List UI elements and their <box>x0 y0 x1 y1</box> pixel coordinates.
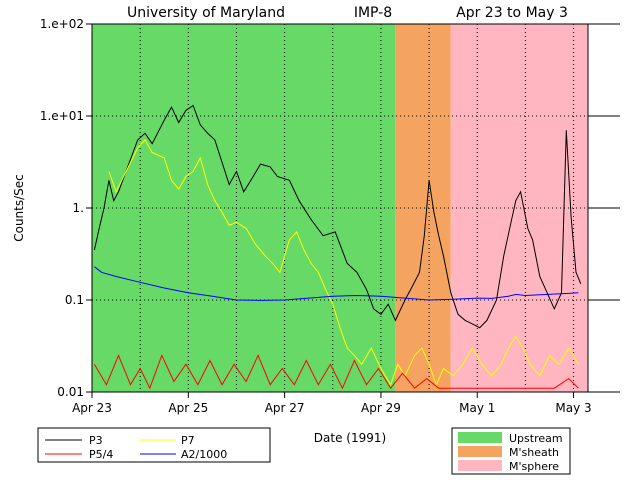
legend-label-p5-4: P5/4 <box>89 448 113 461</box>
chart-title-daterange: Apr 23 to May 3 <box>456 5 568 21</box>
legend-label-p3: P3 <box>89 434 103 447</box>
legend-label-p7: P7 <box>181 434 195 447</box>
series-a2-1000 <box>94 266 579 301</box>
region-label-msheath: M'sheath <box>509 446 559 459</box>
x-axis-label: Date (1991) <box>314 431 386 445</box>
grid-lines <box>91 23 588 393</box>
region-label-msphere: M'sphere <box>509 460 559 473</box>
x-tick-label-4: May 1 <box>459 401 495 415</box>
region-legend: Upstream M'sheath M'sphere <box>451 427 571 475</box>
region-swatch-msheath <box>458 446 502 457</box>
region-band-upstream-0 <box>92 24 396 392</box>
legend-label-a2-1000: A2/1000 <box>181 448 227 461</box>
x-tick-label-0: Apr 23 <box>72 401 112 415</box>
y-tick-label-0: 0.01 <box>57 385 84 399</box>
chart-title-institution: University of Maryland <box>127 5 285 21</box>
series-legend: P3 P7 P5/4 A2/1000 <box>37 427 271 463</box>
y-axis-label: Counts/Sec <box>12 174 26 242</box>
series-legend-box <box>37 427 271 463</box>
series-p5-4 <box>93 354 579 390</box>
x-tick-label-2: Apr 27 <box>265 401 305 415</box>
region-label-upstream: Upstream <box>509 432 563 445</box>
region-band-m-sphere-2 <box>450 24 588 392</box>
y-tick-label-3: 1.e+01 <box>40 109 84 123</box>
y-tick-label-1: 0.1 <box>65 293 84 307</box>
region-swatch-msphere <box>458 460 502 471</box>
region-band-m-sheath-1 <box>395 24 451 392</box>
y-tick-label-4: 1.e+02 <box>40 17 84 31</box>
y-tick-label-2: 1. <box>73 201 84 215</box>
x-tick-label-1: Apr 25 <box>168 401 208 415</box>
series-p7 <box>108 139 579 387</box>
x-tick-label-3: Apr 29 <box>361 401 401 415</box>
series-p3 <box>93 104 582 329</box>
chart-title-spacecraft: IMP-8 <box>354 5 392 21</box>
axes: 0.01 0.1 1. 1.e+01 1.e+02 Apr 23 Apr 25 Apr 27 A… <box>40 17 620 415</box>
series-lines <box>93 104 582 390</box>
x-tick-label-5: May 3 <box>555 401 591 415</box>
region-swatch-upstream <box>458 432 502 443</box>
